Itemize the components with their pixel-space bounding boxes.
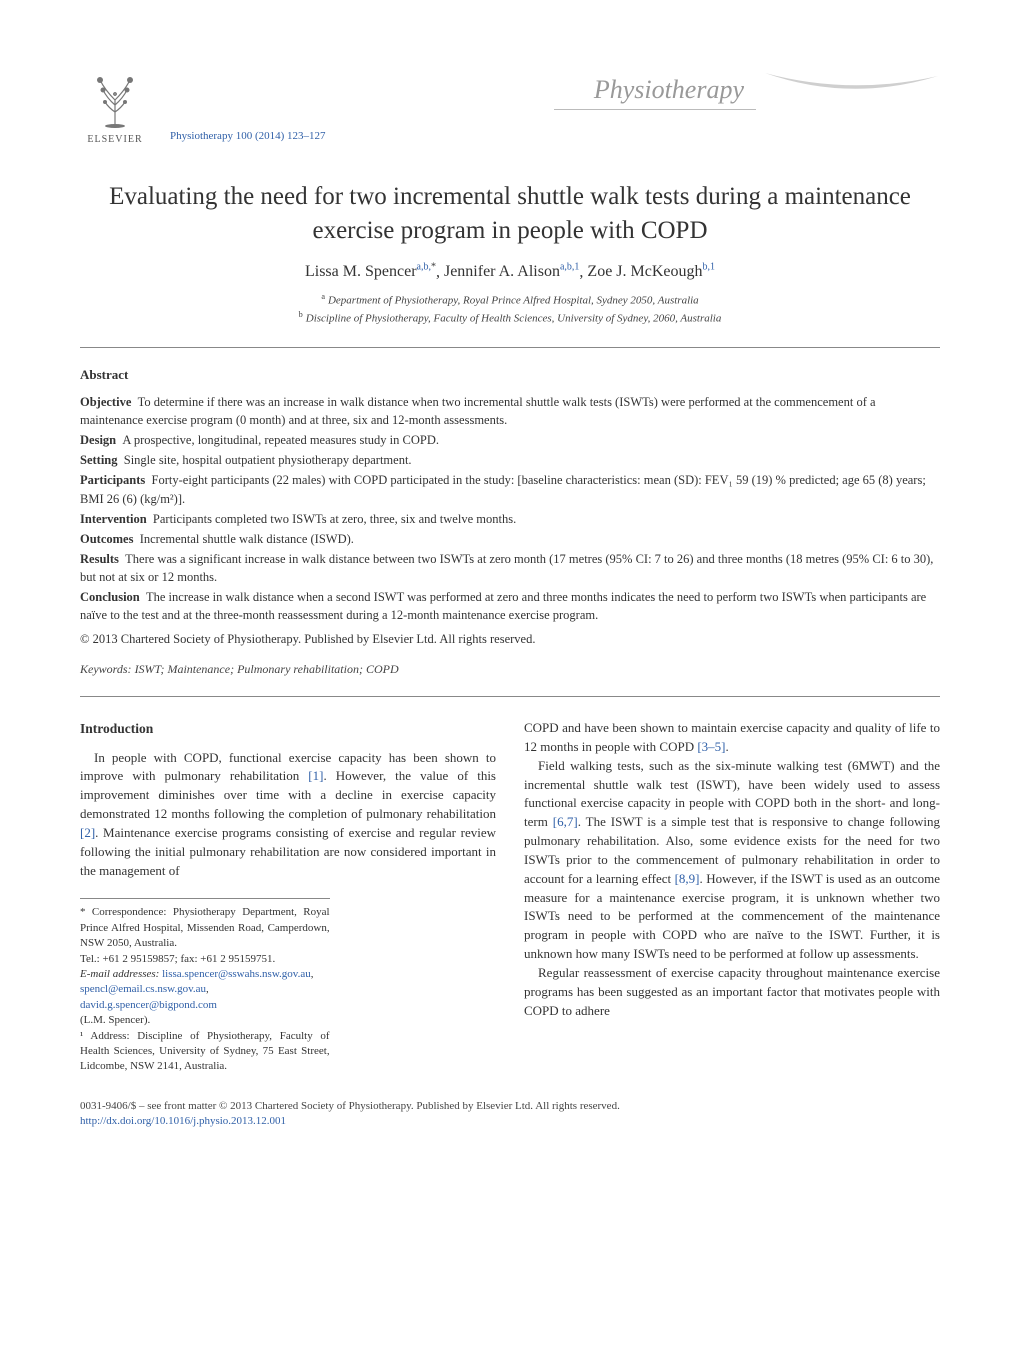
- email-link[interactable]: spencl@email.cs.nsw.gov.au: [80, 983, 206, 995]
- keywords: Keywords: ISWT; Maintenance; Pulmonary r…: [80, 661, 940, 678]
- abstract-item: Setting Single site, hospital outpatient…: [80, 451, 940, 469]
- elsevier-tree-icon: [85, 70, 145, 130]
- header-left: ELSEVIER Physiotherapy 100 (2014) 123–12…: [80, 70, 326, 150]
- abstract-item: Intervention Participants completed two …: [80, 510, 940, 528]
- address-footnote: ¹ Address: Discipline of Physiotherapy, …: [80, 1029, 330, 1075]
- swoosh-icon: [760, 68, 940, 98]
- citation-link[interactable]: [3–5]: [697, 739, 725, 754]
- column-right: COPD and have been shown to maintain exe…: [524, 719, 940, 1075]
- doi-link[interactable]: http://dx.doi.org/10.1016/j.physio.2013.…: [80, 1115, 286, 1127]
- journal-reference[interactable]: Physiotherapy 100 (2014) 123–127: [170, 130, 326, 142]
- body-paragraph: COPD and have been shown to maintain exe…: [524, 719, 940, 757]
- journal-logo-text: Physiotherapy: [554, 71, 756, 110]
- citation-link[interactable]: [8,9]: [675, 871, 700, 886]
- rule-top: [80, 347, 940, 348]
- abstract-item: Objective To determine if there was an i…: [80, 393, 940, 429]
- abstract-block: Abstract Objective To determine if there…: [80, 366, 940, 678]
- abstract-item: Conclusion The increase in walk distance…: [80, 588, 940, 624]
- abstract-item: Design A prospective, longitudinal, repe…: [80, 431, 940, 449]
- email-owner: (L.M. Spencer).: [80, 1013, 330, 1028]
- body-paragraph: In people with COPD, functional exercise…: [80, 749, 496, 881]
- abstract-copyright: © 2013 Chartered Society of Physiotherap…: [80, 630, 940, 648]
- footer-bar: 0031-9406/$ – see front matter © 2013 Ch…: [80, 1099, 940, 1130]
- author-list: Lissa M. Spencera,b,*, Jennifer A. Aliso…: [80, 262, 940, 281]
- email-link[interactable]: lissa.spencer@sswahs.nsw.gov.au: [162, 968, 311, 980]
- column-left: Introduction In people with COPD, functi…: [80, 719, 496, 1075]
- page-container: ELSEVIER Physiotherapy 100 (2014) 123–12…: [0, 0, 1020, 1170]
- title-block: Evaluating the need for two incremental …: [80, 180, 940, 327]
- author: Lissa M. Spencera,b,*: [305, 263, 436, 280]
- elsevier-logo: ELSEVIER: [80, 70, 150, 150]
- affiliations: aDepartment of Physiotherapy, Royal Prin…: [80, 291, 940, 327]
- citation-link[interactable]: [1]: [308, 768, 323, 783]
- header-row: ELSEVIER Physiotherapy 100 (2014) 123–12…: [80, 70, 940, 150]
- corr-footnote: * Correspondence: Physiotherapy Departme…: [80, 905, 330, 951]
- affiliation: aDepartment of Physiotherapy, Royal Prin…: [80, 291, 940, 309]
- footer-copyright: 0031-9406/$ – see front matter © 2013 Ch…: [80, 1099, 940, 1114]
- rule-bottom: [80, 696, 940, 697]
- affiliation: bDiscipline of Physiotherapy, Faculty of…: [80, 309, 940, 327]
- abstract-item: Participants Forty-eight participants (2…: [80, 471, 940, 507]
- paper-title: Evaluating the need for two incremental …: [80, 180, 940, 248]
- body-paragraph: Regular reassessment of exercise capacit…: [524, 964, 940, 1021]
- citation-link[interactable]: [2]: [80, 825, 95, 840]
- tel-footnote: Tel.: +61 2 95159857; fax: +61 2 9515975…: [80, 952, 330, 967]
- email-link[interactable]: david.g.spencer@bigpond.com: [80, 999, 217, 1011]
- publisher-name: ELSEVIER: [87, 134, 142, 145]
- author: Jennifer A. Alisona,b,1: [444, 263, 579, 280]
- abstract-heading: Abstract: [80, 366, 940, 385]
- intro-heading: Introduction: [80, 719, 496, 739]
- author: Zoe J. McKeoughb,1: [587, 263, 715, 280]
- footnotes: * Correspondence: Physiotherapy Departme…: [80, 898, 330, 1074]
- citation-link[interactable]: [6,7]: [553, 814, 578, 829]
- body-paragraph: Field walking tests, such as the six-min…: [524, 757, 940, 964]
- email-footnote-2: spencl@email.cs.nsw.gov.au, david.g.spen…: [80, 982, 330, 1013]
- body-columns: Introduction In people with COPD, functi…: [80, 719, 940, 1075]
- abstract-item: Outcomes Incremental shuttle walk distan…: [80, 530, 940, 548]
- email-footnote: E-mail addresses: lissa.spencer@sswahs.n…: [80, 967, 330, 982]
- journal-logo: Physiotherapy: [554, 70, 940, 110]
- abstract-item: Results There was a significant increase…: [80, 550, 940, 586]
